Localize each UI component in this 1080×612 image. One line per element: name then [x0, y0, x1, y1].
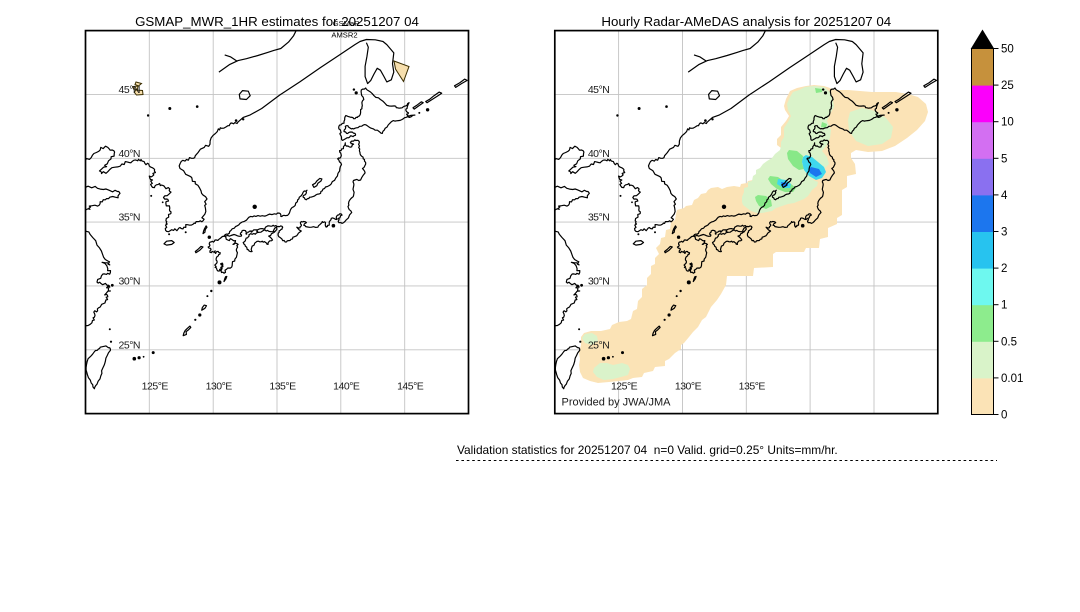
svg-text:135°E: 135°E — [739, 381, 766, 393]
svg-text:45°N: 45°N — [119, 84, 140, 96]
svg-text:GSMaP: GSMaP — [333, 19, 360, 28]
svg-text:145°E: 145°E — [397, 381, 424, 393]
svg-text:130°E: 130°E — [206, 381, 233, 393]
svg-text:0: 0 — [1001, 410, 1007, 422]
svg-text:25: 25 — [1001, 80, 1014, 92]
svg-text:1: 1 — [1001, 300, 1007, 312]
svg-text:40°N: 40°N — [588, 148, 609, 160]
svg-text:2: 2 — [1001, 263, 1007, 275]
svg-text:0.5: 0.5 — [1001, 336, 1017, 348]
svg-text:Hourly Radar-AMeDAS analysis f: Hourly Radar-AMeDAS analysis for 2025120… — [601, 14, 891, 29]
svg-text:35°N: 35°N — [119, 212, 140, 224]
svg-text:45°N: 45°N — [588, 84, 609, 96]
svg-text:5: 5 — [1001, 153, 1007, 165]
svg-text:4: 4 — [1001, 190, 1008, 202]
svg-text:25°N: 25°N — [588, 339, 609, 351]
svg-text:0.01: 0.01 — [1001, 373, 1023, 385]
svg-text:Provided by JWA/JMA: Provided by JWA/JMA — [562, 397, 672, 409]
svg-text:140°E: 140°E — [333, 381, 360, 393]
svg-text:135°E: 135°E — [269, 381, 296, 393]
svg-text:30°N: 30°N — [588, 275, 609, 287]
svg-text:25°N: 25°N — [119, 339, 140, 351]
svg-text:3: 3 — [1001, 227, 1007, 239]
svg-text:30°N: 30°N — [119, 275, 140, 287]
svg-text:130°E: 130°E — [675, 381, 702, 393]
svg-text:35°N: 35°N — [588, 212, 609, 224]
svg-text:125°E: 125°E — [142, 381, 169, 393]
svg-text:10: 10 — [1001, 117, 1014, 129]
svg-text:Validation statistics for 2025: Validation statistics for 20251207 04 n=… — [457, 443, 838, 457]
svg-text:125°E: 125°E — [611, 381, 638, 393]
svg-text:AMSR2: AMSR2 — [331, 31, 357, 40]
svg-text:50: 50 — [1001, 44, 1014, 56]
svg-text:GSMAP_MWR_1HR estimates for 20: GSMAP_MWR_1HR estimates for 20251207 04 — [135, 14, 419, 29]
svg-text:40°N: 40°N — [119, 148, 140, 160]
